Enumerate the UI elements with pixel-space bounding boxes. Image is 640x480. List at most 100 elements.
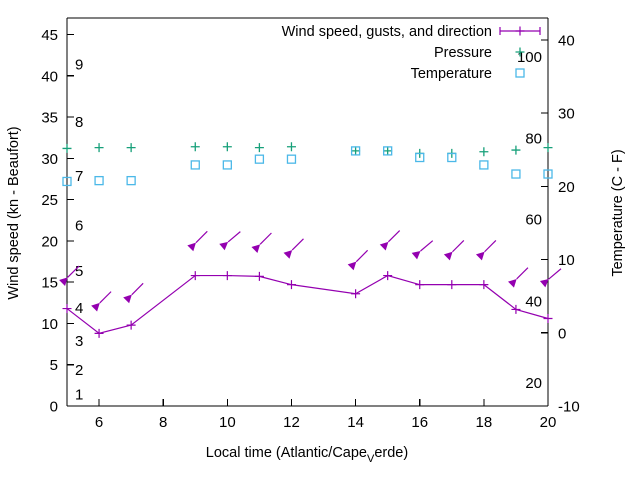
wind-speed-point <box>94 328 104 338</box>
y-tick-label: 20 <box>41 233 58 250</box>
beaufort-label: 9 <box>75 56 83 73</box>
wind-arrow-head <box>508 278 517 288</box>
x-axis-title-after: erde) <box>374 445 408 461</box>
wind-arrow-head <box>347 261 357 271</box>
wind-speed-point <box>254 271 264 281</box>
fahrenheit-label: 60 <box>525 212 542 229</box>
y2-tick-label: 0 <box>558 325 566 342</box>
wind-arrow-head <box>59 277 68 286</box>
wind-speed-point <box>479 280 489 290</box>
x-tick-label: 18 <box>476 414 493 431</box>
y-tick-label: 40 <box>41 68 58 85</box>
y2-tick-label: 20 <box>558 179 575 196</box>
pressure-point <box>383 146 393 156</box>
pressure-point <box>351 146 361 156</box>
y2-tick-label: 40 <box>558 32 575 49</box>
beaufort-label: 1 <box>75 387 83 404</box>
x-tick-label: 6 <box>95 414 103 431</box>
wind-arrow-shaft <box>387 230 401 243</box>
beaufort-label: 2 <box>75 362 83 379</box>
x-axis-title: Local time (Atlantic/CapeVerde) <box>206 445 408 465</box>
pressure-point <box>94 143 104 153</box>
legend-label-2: Temperature <box>411 66 492 82</box>
wind-arrow-shaft <box>259 232 272 245</box>
temperature-series <box>62 146 553 187</box>
wind-arrow-head <box>411 250 421 260</box>
temperature-point <box>415 152 425 163</box>
fahrenheit-label: 100 <box>517 49 542 66</box>
legend-marker-square <box>515 68 525 78</box>
wind-arrow-shaft <box>227 231 241 243</box>
wind-arrow-head <box>91 302 100 312</box>
x-tick-label: 8 <box>159 414 167 431</box>
wind-speed-point <box>415 280 425 290</box>
wind-speed-point <box>126 320 136 330</box>
x-tick-label: 12 <box>283 414 300 431</box>
wind-speed-line <box>66 274 549 335</box>
wind-arrow-head <box>379 241 389 251</box>
pressure-point <box>543 143 553 153</box>
wind-arrow-head <box>539 279 549 288</box>
wind-speed-point <box>62 304 72 314</box>
temperature-point <box>222 160 232 170</box>
wind-arrow-head <box>443 251 453 261</box>
chart-legend[interactable]: Wind speed, gusts, and direction Pressure… <box>282 24 541 82</box>
wind-speed-point <box>383 271 393 281</box>
y-axis-ticks: 0 5 10 15 20 25 30 35 40 45 <box>41 27 74 416</box>
wind-arrow-shaft <box>452 240 465 253</box>
y-tick-label: 25 <box>41 192 58 209</box>
wind-arrow-shaft <box>131 282 144 296</box>
pressure-point <box>62 143 72 153</box>
pressure-point <box>254 143 264 153</box>
y-tick-label: 35 <box>41 110 58 127</box>
temperature-point <box>383 146 393 156</box>
plot-frame <box>66 17 549 407</box>
wind-arrow-shaft <box>420 240 434 252</box>
wind-speed-series <box>62 271 553 338</box>
wind-arrow-shaft <box>195 230 208 244</box>
temperature-point <box>543 169 553 179</box>
legend-label-1: Pressure <box>434 45 492 61</box>
pressure-point <box>479 147 489 157</box>
beaufort-label: 8 <box>75 114 83 131</box>
wind-arrow-shaft <box>67 265 80 278</box>
y2-axis-title: Temperature (C - F) <box>610 149 626 276</box>
beaufort-label: 3 <box>75 333 83 350</box>
wind-speed-point <box>351 289 361 299</box>
pressure-series <box>62 142 553 158</box>
wind-direction-arrows <box>59 230 562 312</box>
pressure-point <box>190 142 200 152</box>
fahrenheit-label: 20 <box>525 375 542 392</box>
wind-arrow-head <box>219 241 229 251</box>
wind-arrow-head <box>123 294 132 304</box>
wind-arrow-head <box>283 250 293 259</box>
y-tick-label: 30 <box>41 151 58 168</box>
wind-arrow-head <box>187 242 196 252</box>
wind-arrow-shaft <box>484 240 497 253</box>
y2-tick-label: 30 <box>558 106 575 123</box>
x-tick-label: 10 <box>219 414 236 431</box>
y-axis-title: Wind speed (kn - Beaufort) <box>6 126 22 299</box>
legend-marker-plus <box>515 47 525 57</box>
wind-speed-point <box>222 271 232 281</box>
pressure-point <box>511 145 521 155</box>
pressure-point <box>286 142 296 152</box>
x-tick-label: 14 <box>347 414 364 431</box>
temperature-point <box>479 160 489 170</box>
y2-tick-label: -10 <box>558 399 580 416</box>
wind-speed-point <box>286 280 296 290</box>
pressure-point <box>222 142 232 152</box>
temperature-point <box>62 176 72 187</box>
wind-speed-point <box>511 304 521 314</box>
wind-arrow-head <box>475 251 485 261</box>
temperature-point <box>126 175 136 186</box>
y2-axis-ticks: -10 0 10 20 30 40 <box>541 32 580 416</box>
temperature-point <box>254 154 265 164</box>
temperature-point <box>190 160 200 170</box>
fahrenheit-label: 40 <box>525 294 542 311</box>
temperature-point <box>94 175 104 186</box>
wind-speed-point <box>447 280 457 290</box>
y-tick-label: 15 <box>41 275 58 292</box>
fahrenheit-label: 80 <box>525 130 542 147</box>
